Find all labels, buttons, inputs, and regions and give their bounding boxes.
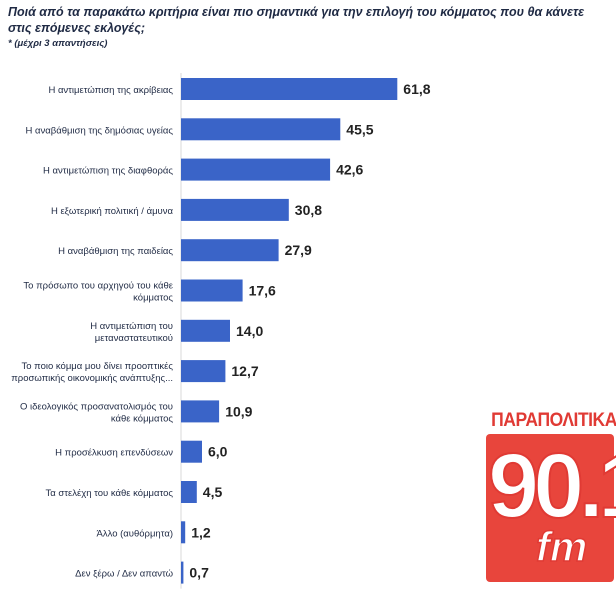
value-label: 6,0 bbox=[208, 444, 228, 460]
value-label: 4,5 bbox=[203, 484, 223, 500]
category-label-line: Δεν ξέρω / Δεν απαντώ bbox=[75, 569, 173, 580]
chart-header: Ποιά από τα παρακάτω κριτήρια είναι πιο … bbox=[8, 4, 608, 49]
category-label: Ο ιδεολογικός προσανατολισμός του κάθε κό… bbox=[20, 401, 173, 424]
bar bbox=[181, 158, 331, 181]
logo-brand: ΠΑΡΑΠΟΛΙΤΙΚΑ bbox=[491, 410, 616, 431]
category-label-line: Άλλο (αυθόρμητα) bbox=[97, 528, 173, 539]
bar bbox=[181, 400, 220, 423]
category-label: Δεν ξέρω / Δεν απαντώ bbox=[75, 569, 173, 580]
bar bbox=[181, 561, 184, 584]
category-label: Η αντιμετώπιση του μεταναστατευτικού bbox=[90, 321, 173, 344]
bar bbox=[181, 118, 341, 141]
value-label: 17,6 bbox=[249, 283, 276, 299]
bar bbox=[181, 360, 226, 383]
category-label-line: Η αντιμετώπιση της διαφθοράς bbox=[43, 166, 173, 177]
bar bbox=[181, 440, 202, 463]
value-label: 12,7 bbox=[231, 363, 258, 379]
category-label: Η αντιμετώπιση της ακρίβειας bbox=[48, 85, 173, 96]
category-label-line: μεταναστατευτικού bbox=[95, 333, 173, 344]
category-label: Η αντιμετώπιση της διαφθοράς bbox=[43, 166, 173, 177]
logo-band: fm bbox=[535, 522, 588, 571]
bar bbox=[181, 78, 398, 100]
bar bbox=[181, 481, 197, 503]
value-label: 42,6 bbox=[336, 162, 363, 178]
category-label-line: προσωπικής οικονομικής ανάπτυξης... bbox=[11, 373, 173, 384]
category-label: Άλλο (αυθόρμητα) bbox=[97, 528, 173, 539]
logo-frequency: 90.1 bbox=[487, 434, 616, 538]
category-label: Η αναβάθμιση της δημόσιας υγείας bbox=[26, 125, 174, 136]
bar bbox=[181, 198, 289, 221]
category-label-line: Τα στελέχη του κάθε κόμματος bbox=[46, 488, 174, 499]
value-label: 1,2 bbox=[191, 524, 211, 540]
category-label: Το πρόσωπο του αρχηγού του κάθε κόμματος bbox=[23, 281, 173, 304]
value-label: 14,0 bbox=[236, 323, 263, 339]
category-label-line: Η προσέλκυση επενδύσεων bbox=[55, 448, 173, 459]
bar bbox=[181, 239, 279, 262]
parapolitika-logo: ΠΑΡΑΠΟΛΙΤΙΚΑ 90.1 fm bbox=[486, 410, 616, 595]
chart-note: * (μέχρι 3 απαντήσεις) bbox=[8, 38, 108, 49]
category-label: Το ποιο κόμμα μου δίνει προοπτικές προσωπ… bbox=[11, 361, 173, 384]
value-label: 27,9 bbox=[285, 242, 312, 258]
category-label-line: Η εξωτερική πολιτική / άμυνα bbox=[51, 206, 174, 217]
category-label-line: Η αναβάθμιση της δημόσιας υγείας bbox=[26, 125, 174, 136]
value-label: 30,8 bbox=[295, 202, 322, 218]
category-label: Η αναβάθμιση της παιδείας bbox=[58, 246, 173, 257]
bar bbox=[181, 279, 243, 302]
category-label: Τα στελέχη του κάθε κόμματος bbox=[46, 488, 174, 499]
category-label-line: κάθε κόμματος bbox=[111, 413, 174, 424]
category-label-line: Η αντιμετώπιση του bbox=[90, 321, 173, 332]
category-label-line: Η αντιμετώπιση της ακρίβειας bbox=[48, 85, 173, 96]
category-label-line: κόμματος bbox=[133, 293, 173, 304]
category-label: Η εξωτερική πολιτική / άμυνα bbox=[51, 206, 174, 217]
value-label: 10,9 bbox=[225, 403, 252, 419]
bar bbox=[181, 521, 186, 544]
category-label: Η προσέλκυση επενδύσεων bbox=[55, 448, 173, 459]
category-label-line: Ο ιδεολογικός προσανατολισμός του bbox=[20, 401, 173, 412]
value-label: 0,7 bbox=[189, 565, 209, 581]
value-label: 61,8 bbox=[403, 81, 430, 97]
chart-question: Ποιά από τα παρακάτω κριτήρια είναι πιο … bbox=[8, 5, 585, 35]
value-label: 45,5 bbox=[346, 121, 373, 137]
category-label-line: Η αναβάθμιση της παιδείας bbox=[58, 246, 173, 257]
category-label-line: Το πρόσωπο του αρχηγού του κάθε bbox=[23, 281, 173, 292]
logo-background bbox=[486, 434, 614, 582]
category-label-line: Το ποιο κόμμα μου δίνει προοπτικές bbox=[21, 361, 173, 372]
bar bbox=[181, 319, 230, 342]
